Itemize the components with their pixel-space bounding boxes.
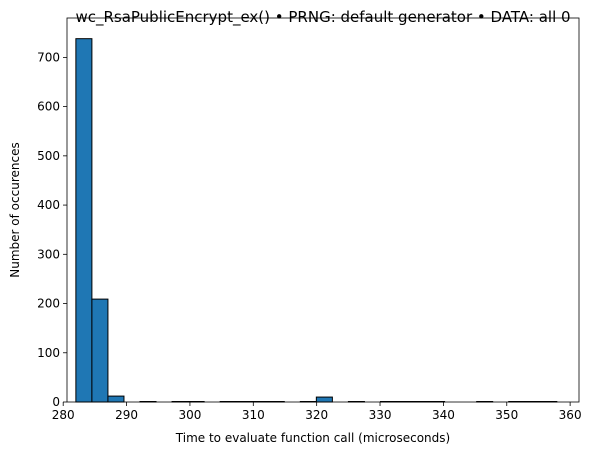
x-tick-label: 290 [115, 408, 138, 422]
x-tick-label: 360 [559, 408, 582, 422]
chart-title: wc_RsaPublicEncrypt_ex() • PRNG: default… [75, 8, 570, 27]
y-tick-label: 200 [37, 297, 60, 311]
x-tick-label: 300 [178, 408, 201, 422]
x-tick-label: 330 [369, 408, 392, 422]
y-tick-label: 0 [52, 395, 60, 409]
bars-group [75, 38, 558, 403]
y-tick-label: 700 [37, 50, 60, 64]
y-tick-label: 500 [37, 149, 60, 163]
y-tick-label: 100 [37, 346, 60, 360]
histogram-bar [315, 396, 333, 403]
x-tick-label: 320 [305, 408, 328, 422]
y-tick-label: 300 [37, 247, 60, 261]
histogram-bar [107, 395, 125, 403]
plot-frame [66, 17, 580, 403]
x-tick-label: 310 [242, 408, 265, 422]
x-axis-ticks: 280 290 300 310 320 330 340 350 360 [52, 402, 582, 422]
x-tick-label: 340 [432, 408, 455, 422]
x-tick-label: 280 [52, 408, 75, 422]
x-axis-label: Time to evaluate function call (microsec… [175, 431, 450, 445]
histogram-bar [91, 298, 109, 403]
y-axis-label: Number of occurences [8, 142, 22, 277]
histogram-bar [75, 38, 93, 403]
y-axis-ticks: 0 100 200 300 400 500 600 700 [37, 50, 67, 409]
y-tick-label: 600 [37, 100, 60, 114]
y-tick-label: 400 [37, 198, 60, 212]
x-tick-label: 350 [495, 408, 518, 422]
